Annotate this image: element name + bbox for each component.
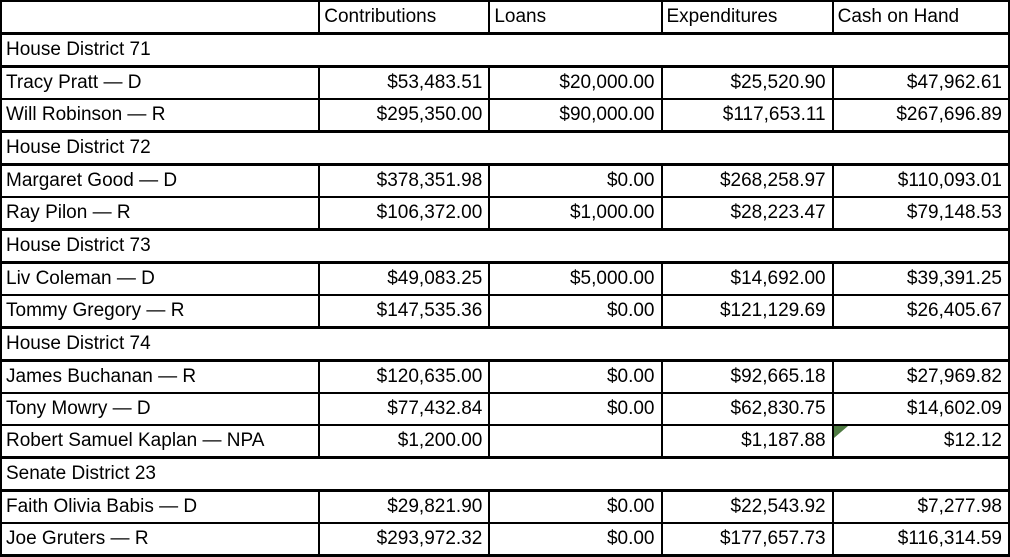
district-header-row: House District 74	[0, 326, 1010, 362]
loans-cell[interactable]: $0.00	[488, 522, 663, 557]
cash-on-hand-cell[interactable]: $26,405.67	[831, 294, 1010, 329]
contributions-cell[interactable]: $53,483.51	[318, 65, 491, 100]
candidate-name-cell[interactable]: Tracy Pratt — D	[0, 65, 321, 100]
candidate-name-cell[interactable]: Joe Gruters — R	[0, 522, 321, 557]
cash-on-hand-cell[interactable]: $39,391.25	[831, 261, 1010, 296]
candidate-name-cell[interactable]: Margaret Good — D	[0, 163, 321, 198]
contributions-cell[interactable]: $147,535.36	[318, 294, 491, 329]
candidate-row: Robert Samuel Kaplan — NPA $1,200.00 $1,…	[0, 424, 1010, 459]
expenditures-cell[interactable]: $62,830.75	[660, 392, 834, 426]
candidate-row: Tommy Gregory — R $147,535.36 $0.00 $121…	[0, 294, 1010, 329]
candidate-row: Margaret Good — D $378,351.98 $0.00 $268…	[0, 163, 1010, 198]
loans-cell[interactable]: $90,000.00	[488, 98, 663, 133]
header-row: Contributions Loans Expenditures Cash on…	[0, 0, 1010, 35]
candidate-row: James Buchanan — R $120,635.00 $0.00 $92…	[0, 359, 1010, 394]
cash-on-hand-cell[interactable]: $267,696.89	[831, 98, 1010, 133]
loans-cell[interactable]: $20,000.00	[488, 65, 663, 100]
cash-on-hand-cell[interactable]: $12.12	[831, 424, 1010, 459]
candidate-row: Will Robinson — R $295,350.00 $90,000.00…	[0, 98, 1010, 133]
candidate-row: Faith Olivia Babis — D $29,821.90 $0.00 …	[0, 489, 1010, 524]
candidate-name-cell[interactable]: James Buchanan — R	[0, 359, 321, 394]
loans-cell[interactable]: $0.00	[488, 163, 663, 198]
candidate-name-cell[interactable]: Liv Coleman — D	[0, 261, 321, 296]
header-expenditures[interactable]: Expenditures	[660, 0, 834, 35]
cash-on-hand-value: $12.12	[943, 430, 1002, 451]
header-blank-cell[interactable]	[0, 0, 321, 35]
loans-cell[interactable]: $5,000.00	[488, 261, 663, 296]
expenditures-cell[interactable]: $177,657.73	[660, 522, 834, 557]
candidate-row: Tony Mowry — D $77,432.84 $0.00 $62,830.…	[0, 392, 1010, 426]
contributions-cell[interactable]: $77,432.84	[318, 392, 491, 426]
header-contributions[interactable]: Contributions	[318, 0, 491, 35]
contributions-cell[interactable]: $120,635.00	[318, 359, 491, 394]
contributions-cell[interactable]: $293,972.32	[318, 522, 491, 557]
candidate-row: Tracy Pratt — D $53,483.51 $20,000.00 $2…	[0, 65, 1010, 100]
expenditures-cell[interactable]: $22,543.92	[660, 489, 834, 524]
expenditures-cell[interactable]: $25,520.90	[660, 65, 834, 100]
cash-on-hand-cell[interactable]: $110,093.01	[831, 163, 1010, 198]
header-cash-on-hand[interactable]: Cash on Hand	[831, 0, 1010, 35]
expenditures-cell[interactable]: $121,129.69	[660, 294, 834, 329]
loans-cell[interactable]: $0.00	[488, 294, 663, 329]
candidate-name-cell[interactable]: Robert Samuel Kaplan — NPA	[0, 424, 321, 459]
candidate-name-cell[interactable]: Faith Olivia Babis — D	[0, 489, 321, 524]
expenditures-cell[interactable]: $268,258.97	[660, 163, 834, 198]
expenditures-cell[interactable]: $14,692.00	[660, 261, 834, 296]
header-loans[interactable]: Loans	[488, 0, 663, 35]
expenditures-cell[interactable]: $117,653.11	[660, 98, 834, 133]
cash-on-hand-cell[interactable]: $14,602.09	[831, 392, 1010, 426]
loans-cell[interactable]	[488, 424, 663, 459]
contributions-cell[interactable]: $378,351.98	[318, 163, 491, 198]
candidate-name-cell[interactable]: Will Robinson — R	[0, 98, 321, 133]
cash-on-hand-cell[interactable]: $47,962.61	[831, 65, 1010, 100]
contributions-cell[interactable]: $49,083.25	[318, 261, 491, 296]
contributions-cell[interactable]: $106,372.00	[318, 196, 491, 231]
district-header-row: House District 72	[0, 130, 1010, 166]
contributions-cell[interactable]: $29,821.90	[318, 489, 491, 524]
district-header-row: House District 73	[0, 228, 1010, 264]
cash-on-hand-cell[interactable]: $27,969.82	[831, 359, 1010, 394]
district-header-cell[interactable]: Senate District 23	[0, 456, 1010, 492]
candidate-row: Ray Pilon — R $106,372.00 $1,000.00 $28,…	[0, 196, 1010, 231]
expenditures-cell[interactable]: $28,223.47	[660, 196, 834, 231]
expenditures-cell[interactable]: $92,665.18	[660, 359, 834, 394]
district-header-cell[interactable]: House District 73	[0, 228, 1010, 264]
cell-corner-flag-icon	[834, 426, 848, 438]
district-header-row: House District 71	[0, 32, 1010, 68]
candidate-name-cell[interactable]: Tony Mowry — D	[0, 392, 321, 426]
contributions-cell[interactable]: $295,350.00	[318, 98, 491, 133]
cash-on-hand-cell[interactable]: $116,314.59	[831, 522, 1010, 557]
candidate-name-cell[interactable]: Tommy Gregory — R	[0, 294, 321, 329]
candidate-row: Joe Gruters — R $293,972.32 $0.00 $177,6…	[0, 522, 1010, 557]
contributions-cell[interactable]: $1,200.00	[318, 424, 491, 459]
loans-cell[interactable]: $1,000.00	[488, 196, 663, 231]
district-header-row: Senate District 23	[0, 456, 1010, 492]
candidate-name-cell[interactable]: Ray Pilon — R	[0, 196, 321, 231]
expenditures-cell[interactable]: $1,187.88	[660, 424, 834, 459]
cash-on-hand-cell[interactable]: $79,148.53	[831, 196, 1010, 231]
loans-cell[interactable]: $0.00	[488, 489, 663, 524]
district-header-cell[interactable]: House District 71	[0, 32, 1010, 68]
loans-cell[interactable]: $0.00	[488, 359, 663, 394]
loans-cell[interactable]: $0.00	[488, 392, 663, 426]
cash-on-hand-cell[interactable]: $7,277.98	[831, 489, 1010, 524]
district-header-cell[interactable]: House District 74	[0, 326, 1010, 362]
district-header-cell[interactable]: House District 72	[0, 130, 1010, 166]
candidate-row: Liv Coleman — D $49,083.25 $5,000.00 $14…	[0, 261, 1010, 296]
